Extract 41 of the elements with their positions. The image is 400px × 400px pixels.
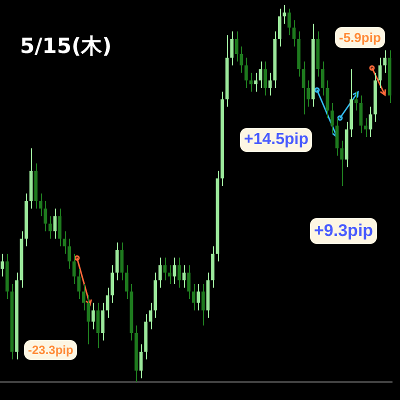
candlestick bbox=[230, 30, 234, 66]
candlestick bbox=[120, 242, 124, 281]
candlestick bbox=[77, 268, 81, 300]
candlestick bbox=[244, 57, 248, 88]
candlestick bbox=[383, 50, 387, 74]
candlestick bbox=[48, 216, 52, 240]
candlestick bbox=[178, 257, 181, 288]
candlestick bbox=[282, 4, 286, 24]
candlestick bbox=[196, 283, 200, 311]
candlestick bbox=[0, 253, 4, 277]
candlestick bbox=[278, 8, 282, 47]
candlestick bbox=[58, 208, 62, 247]
candlestick bbox=[268, 72, 272, 96]
candlestick bbox=[254, 72, 258, 92]
candlestick bbox=[158, 257, 162, 288]
text: 5/15(木) bbox=[20, 33, 112, 60]
candlestick bbox=[364, 118, 368, 138]
candlestick bbox=[321, 61, 324, 96]
candlestick bbox=[330, 102, 334, 134]
candlestick bbox=[172, 257, 176, 284]
annotation: -5.9pip bbox=[335, 27, 385, 48]
candlestick bbox=[340, 140, 344, 186]
candlestick bbox=[288, 8, 291, 36]
candlestick bbox=[354, 91, 358, 112]
candlestick bbox=[168, 264, 172, 284]
annotation: +14.5pip bbox=[240, 128, 312, 152]
candlestick bbox=[292, 20, 296, 47]
candlestick bbox=[258, 61, 262, 88]
annotation: +9.3pip bbox=[310, 218, 378, 244]
annotation: -23.3pip bbox=[24, 340, 78, 360]
candlestick bbox=[72, 253, 76, 284]
candlestick bbox=[264, 61, 267, 96]
candlestick bbox=[92, 302, 95, 330]
candlestick bbox=[202, 283, 205, 326]
candlestick bbox=[187, 264, 191, 300]
candlestick bbox=[335, 118, 339, 156]
candlestick bbox=[82, 283, 86, 311]
candlestick bbox=[125, 264, 128, 300]
candlestick bbox=[101, 302, 104, 342]
candlestick bbox=[192, 283, 196, 311]
candlestick bbox=[115, 242, 119, 281]
